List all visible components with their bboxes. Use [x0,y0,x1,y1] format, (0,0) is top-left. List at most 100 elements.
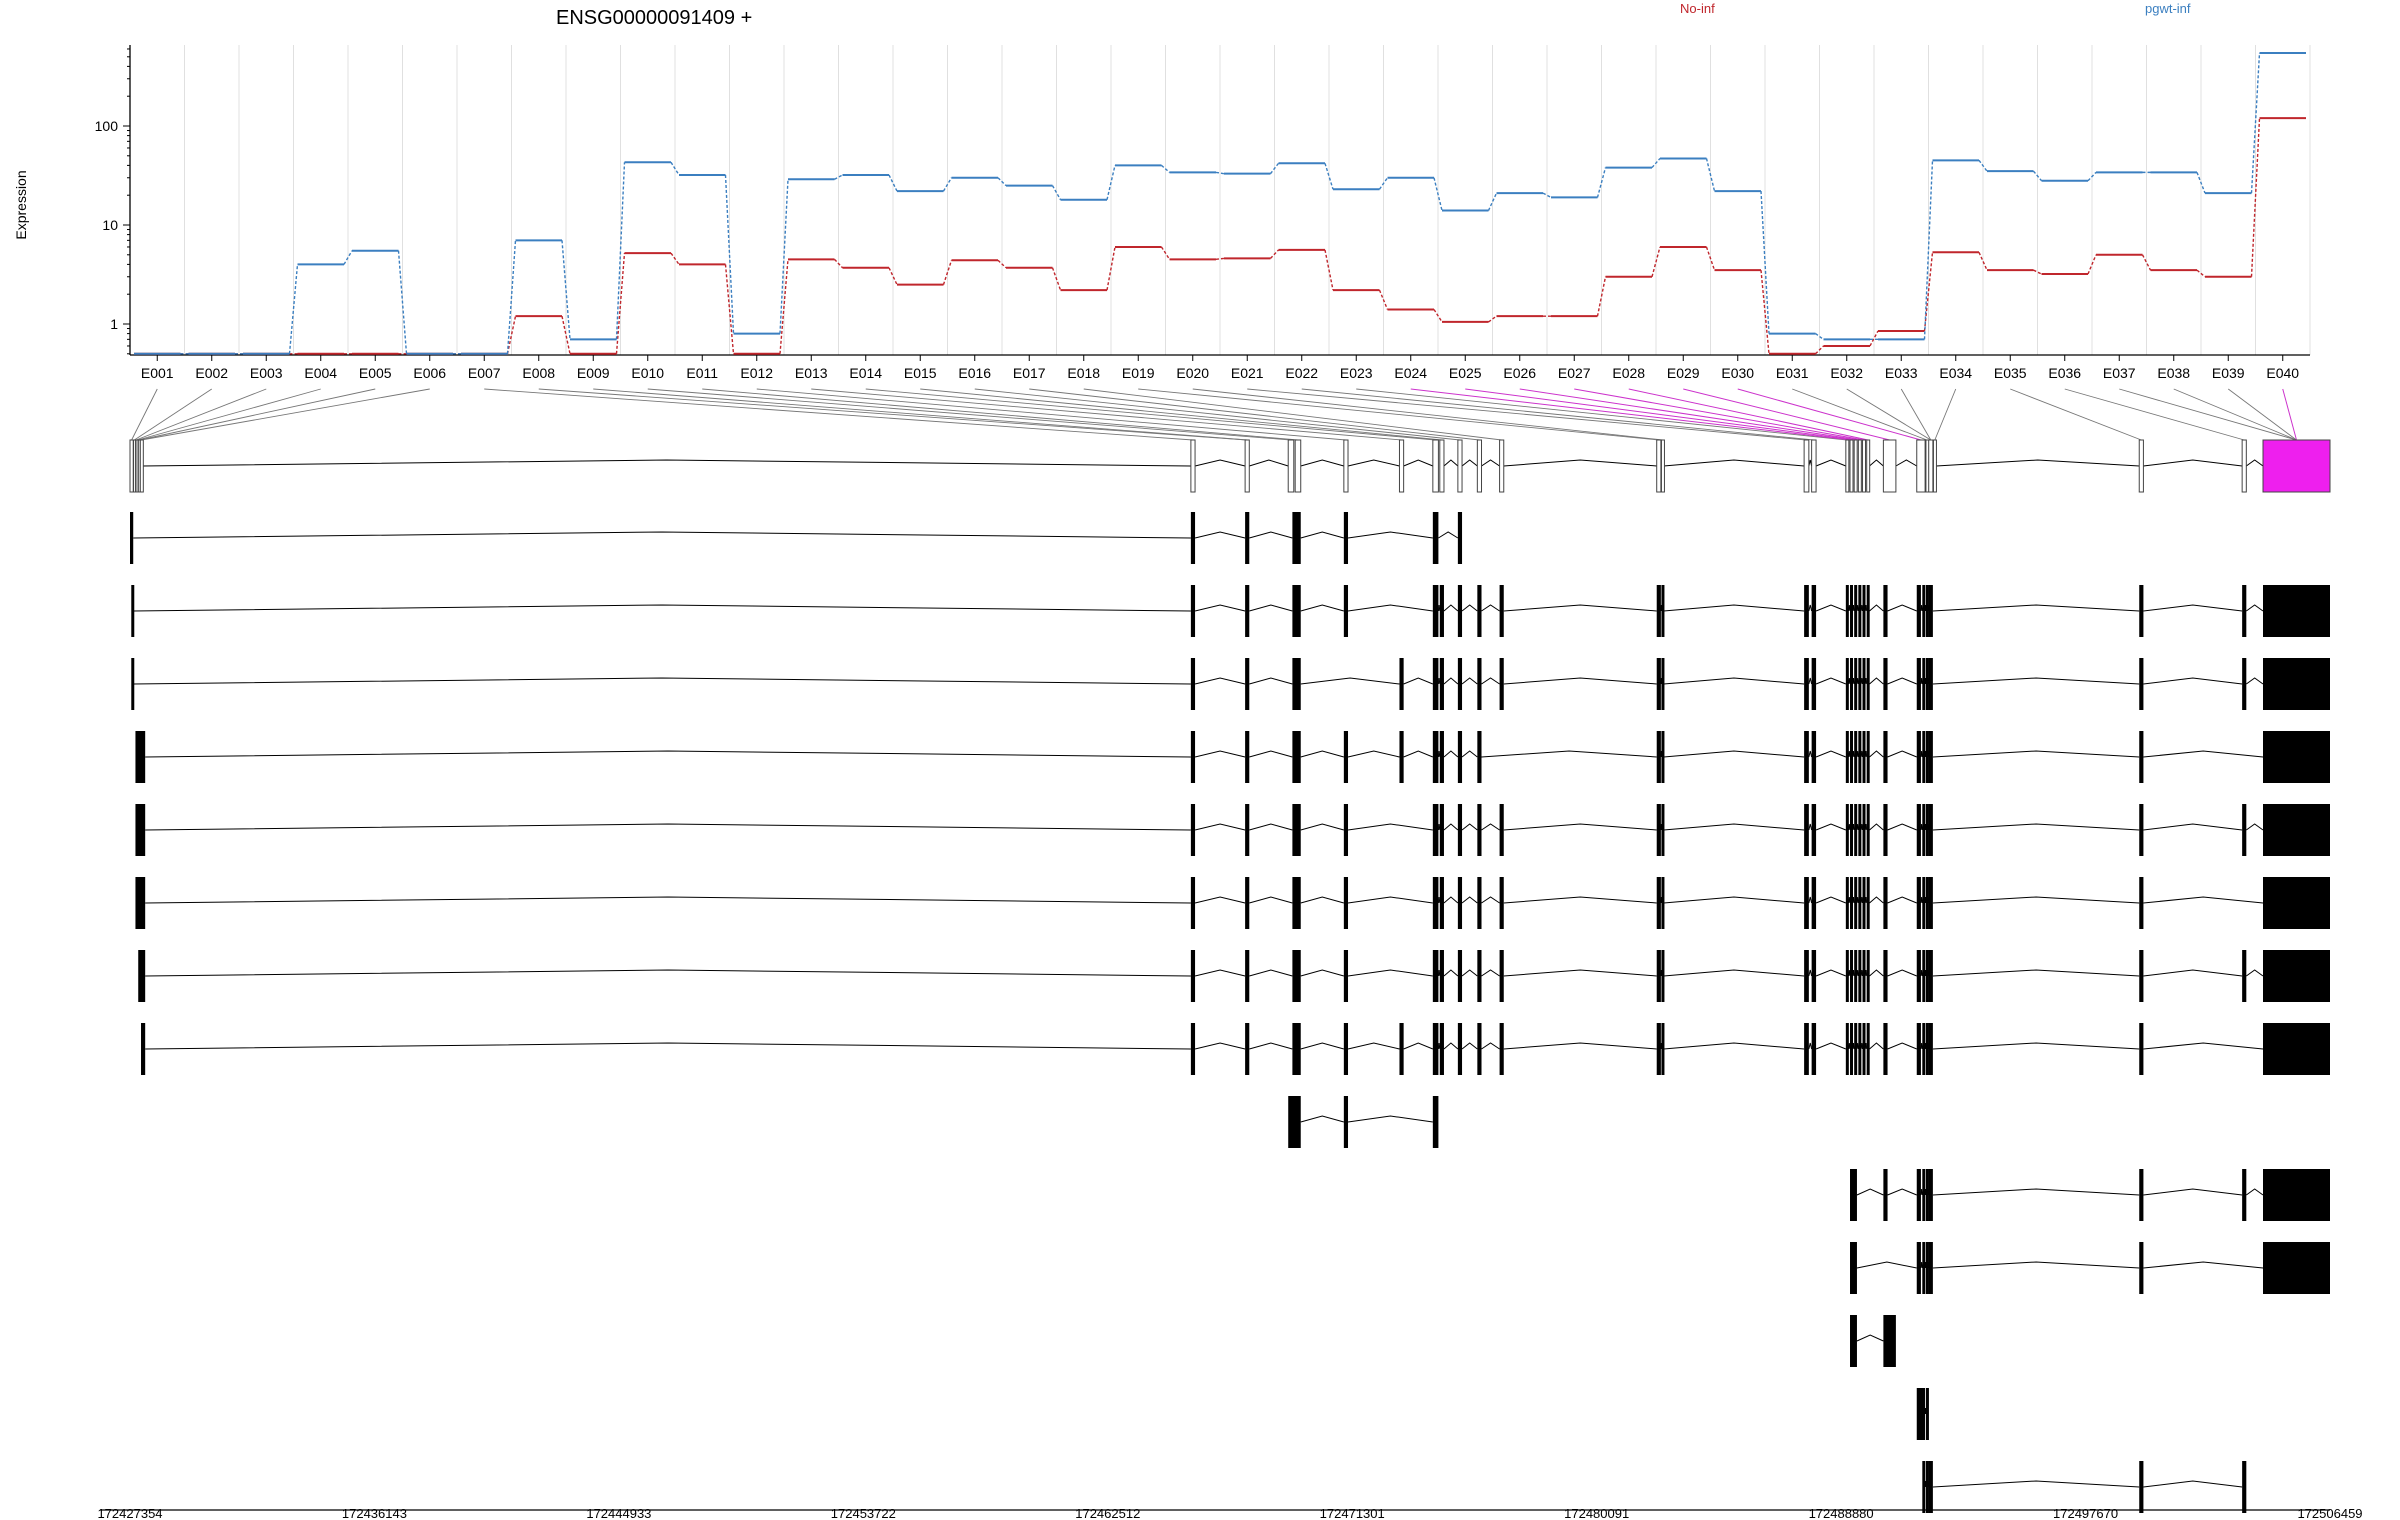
transcript-exon [2139,950,2144,1002]
transcript-intron [1848,969,1851,977]
transcript-intron [1503,677,1657,685]
transcript-exon [1925,658,1929,710]
transcript-exon [1862,804,1866,856]
transcript-intron [1443,1042,1459,1050]
transcript-exon [1190,658,1196,710]
transcript-intron [145,1042,1191,1050]
exon-connector [865,388,1436,441]
transcript-intron [2246,677,2264,685]
transcript-exon [1477,950,1482,1002]
transcript-exon [2242,804,2247,856]
transcript-exon [1190,877,1196,929]
transcript-intron [1852,969,1855,977]
transcript-exon [1854,1023,1858,1075]
gene-exon [129,439,134,493]
transcript-exon [1858,877,1862,929]
transcript-exon [1399,658,1404,710]
transcript-row [141,1023,2330,1075]
transcript-exon [1343,1023,1349,1075]
transcript-intron [1663,823,1805,831]
gene-intron [1815,459,1847,467]
transcript-intron [1249,750,1293,758]
transcript-intron [1932,896,2140,904]
transcript-intron [1920,1042,1923,1050]
x-tick-label: E017 [1013,365,1046,381]
transcript-exon [1439,731,1444,783]
transcript-intron [1663,1042,1805,1050]
x-tick-label: E036 [2048,365,2081,381]
transcript-intron [145,750,1191,758]
gene-exon [1857,439,1862,493]
transcript-exon [1866,804,1870,856]
series-connector [615,162,626,340]
transcript-intron [1249,823,1293,831]
transcript-exon [1292,1023,1301,1075]
gene-exon [1853,439,1858,493]
transcript-exon [1245,731,1250,783]
transcript-intron [1503,896,1657,904]
transcript-exon [2242,1461,2247,1513]
transcript-exon [1656,658,1661,710]
series-connector [615,253,626,354]
transcript-exon [1858,1023,1862,1075]
transcript-intron [1194,604,1246,612]
transcript-exon [135,731,146,783]
transcript-exon [1811,877,1817,929]
transcript-intron [1249,969,1293,977]
transcript-intron [2143,1261,2264,1269]
series-connector [1378,289,1389,310]
transcript-intron [1869,896,1884,904]
transcript-exon [1916,804,1921,856]
transcript-intron [1932,1261,2140,1269]
transcript-intron [2143,1188,2243,1196]
series-connector [1705,158,1716,192]
transcript-intron [1461,750,1478,758]
gene-exon [1457,439,1463,493]
transcript-row [138,950,2330,1002]
transcript-exon [1190,1023,1196,1075]
transcript-intron [1663,604,1805,612]
transcript-intron [2143,750,2264,758]
transcript-exon [1922,950,1926,1002]
transcript-intron [1869,604,1884,612]
transcript-intron [1852,896,1855,904]
transcript-exon [1190,731,1196,783]
series-connector [942,260,953,285]
transcript-intron [1481,677,1500,685]
series-connector [997,259,1007,269]
transcript-intron [1815,677,1847,685]
transcript-exon [2263,731,2330,783]
series-connector [1651,246,1661,277]
transcript-exon [1858,731,1862,783]
series-connector [1324,163,1334,190]
exon-connector [1138,388,1659,441]
transcript-intron [1660,604,1662,612]
x-tick-label: E029 [1667,365,1700,381]
exon-connector [139,388,376,441]
series-connector [1705,246,1716,271]
transcript-intron [1856,823,1859,831]
transcript-exon [1190,804,1196,856]
transcript-row [1850,1169,2330,1221]
x-tick-label: E011 [686,365,718,381]
transcript-exon [2139,804,2144,856]
transcript-exon [1432,804,1439,856]
y-axis-label: Expression [13,170,29,239]
transcript-intron [1920,677,1923,685]
series-connector [2196,269,2206,278]
transcript-exon [2139,1242,2144,1294]
transcript-intron [1347,896,1433,904]
transcript-intron [1461,604,1478,612]
series-connector [888,267,898,285]
transcript-intron [1300,896,1344,904]
transcript-exon [1925,585,1929,637]
transcript-exon [1850,658,1854,710]
transcript-intron [1815,750,1847,758]
transcript-exon [1661,585,1665,637]
transcript-exon [1457,1023,1463,1075]
transcript-intron [1920,969,1923,977]
transcript-exon [2242,658,2247,710]
transcript-exon [1850,804,1854,856]
transcript-intron [2143,896,2264,904]
transcript-intron [133,677,1191,685]
